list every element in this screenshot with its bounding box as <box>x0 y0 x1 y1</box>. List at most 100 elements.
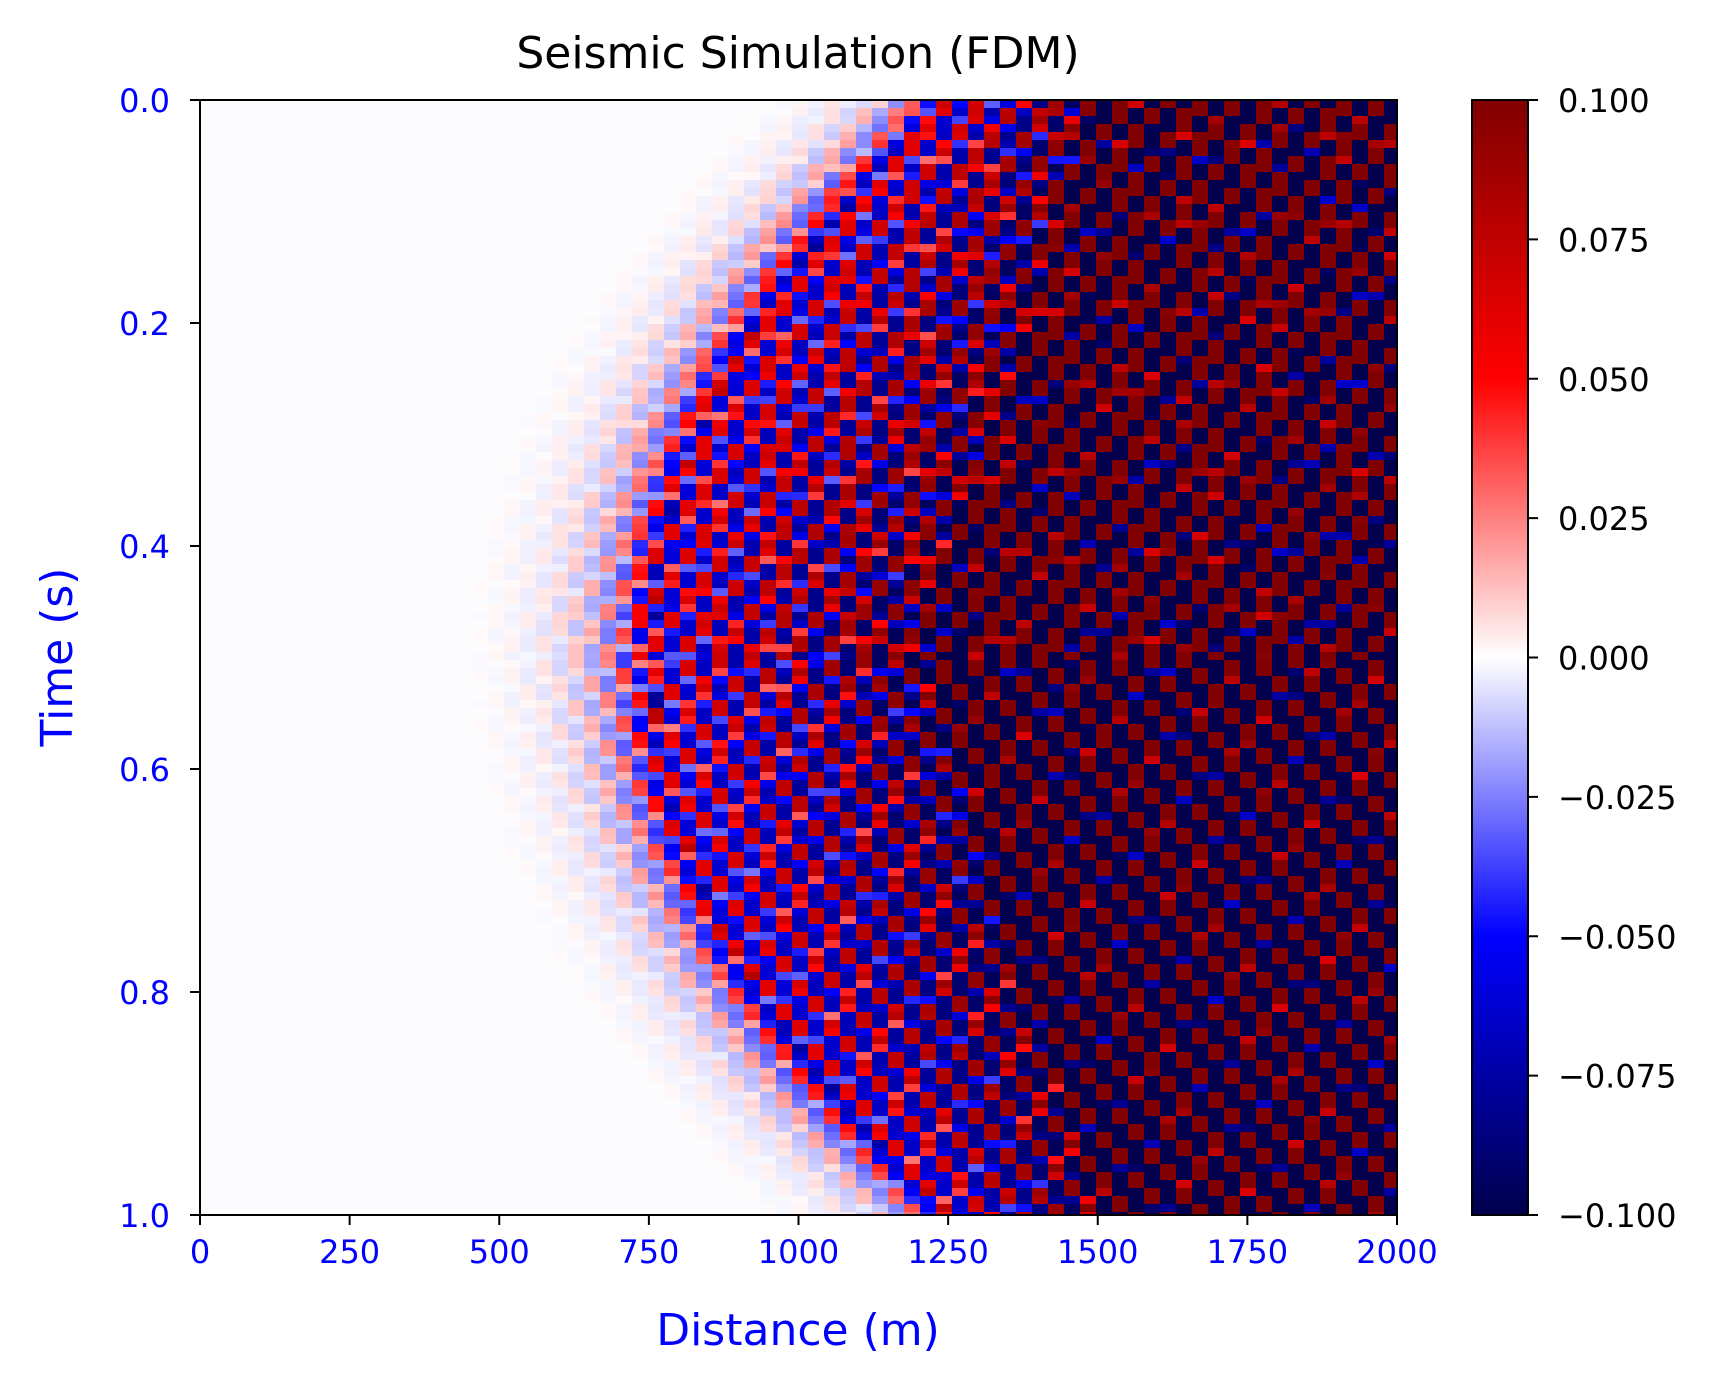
heatmap-cell <box>1240 572 1257 581</box>
heatmap-cell <box>1288 692 1305 701</box>
heatmap-cell <box>600 828 617 837</box>
heatmap-cell <box>920 684 937 693</box>
heatmap-cell <box>984 700 1001 709</box>
heatmap-cell <box>648 292 665 301</box>
heatmap-cell <box>536 804 553 813</box>
heatmap-cell <box>712 756 729 765</box>
heatmap-cell <box>824 204 841 213</box>
heatmap-cell <box>1272 572 1289 581</box>
heatmap-cell <box>760 124 777 133</box>
heatmap-cell <box>632 652 649 661</box>
heatmap-cell <box>776 276 793 285</box>
heatmap-cell <box>1304 412 1321 421</box>
heatmap-cell <box>1384 540 1397 549</box>
heatmap-cell <box>1064 820 1081 829</box>
heatmap-cell <box>1160 316 1177 325</box>
heatmap-cell <box>1352 148 1369 157</box>
heatmap-cell <box>520 476 537 485</box>
heatmap-cell <box>1160 148 1177 157</box>
heatmap-cell <box>1096 700 1113 709</box>
heatmap-cell <box>888 660 905 669</box>
heatmap-cell <box>760 140 777 149</box>
heatmap-cell <box>1208 604 1225 613</box>
heatmap-cell <box>1240 756 1257 765</box>
heatmap-cell <box>888 356 905 365</box>
heatmap-cell <box>1224 660 1241 669</box>
heatmap-cell <box>1352 196 1369 205</box>
heatmap-cell <box>984 404 1001 413</box>
heatmap-cell <box>1224 420 1241 429</box>
heatmap-cell <box>904 628 921 637</box>
heatmap-cell <box>1288 812 1305 821</box>
heatmap-cell <box>520 460 537 469</box>
heatmap-cell <box>856 476 873 485</box>
heatmap-cell <box>1256 764 1273 773</box>
heatmap-cell <box>872 684 889 693</box>
heatmap-cell <box>1304 404 1321 413</box>
heatmap-cell <box>1368 644 1385 653</box>
heatmap-cell <box>520 588 537 597</box>
heatmap-cell <box>1304 660 1321 669</box>
heatmap-cell <box>1224 172 1241 181</box>
heatmap-cell <box>1000 204 1017 213</box>
heatmap-cell <box>1096 140 1113 149</box>
heatmap-cell <box>936 532 953 541</box>
heatmap-cell <box>920 740 937 749</box>
heatmap-cell <box>1320 292 1337 301</box>
heatmap-cell <box>712 836 729 845</box>
heatmap-cell <box>1000 468 1017 477</box>
heatmap-cell <box>1336 740 1353 749</box>
heatmap-cell <box>936 228 953 237</box>
heatmap-cell <box>904 516 921 525</box>
heatmap-cell <box>1384 780 1397 789</box>
heatmap-cell <box>1224 220 1241 229</box>
heatmap-cell <box>712 772 729 781</box>
heatmap-cell <box>1208 644 1225 653</box>
heatmap-cell <box>1032 788 1049 797</box>
heatmap-cell <box>712 724 729 733</box>
heatmap-cell <box>680 452 697 461</box>
heatmap-cell <box>1192 772 1209 781</box>
heatmap-cell <box>616 756 633 765</box>
heatmap-cell <box>1224 124 1241 133</box>
heatmap-cell <box>1144 316 1161 325</box>
heatmap-cell <box>1336 644 1353 653</box>
heatmap-cell <box>712 588 729 597</box>
heatmap-cell <box>888 796 905 805</box>
heatmap-cell <box>1368 796 1385 805</box>
heatmap-cell <box>824 540 841 549</box>
heatmap-cell <box>1288 668 1305 677</box>
heatmap-cell <box>504 572 521 581</box>
heatmap-cell <box>1368 684 1385 693</box>
heatmap-cell <box>664 524 681 533</box>
heatmap-cell <box>840 452 857 461</box>
heatmap-cell <box>520 540 537 549</box>
heatmap-cell <box>808 180 825 189</box>
heatmap-cell <box>824 628 841 637</box>
heatmap-cell <box>1000 724 1017 733</box>
heatmap-cell <box>536 484 553 493</box>
heatmap-cell <box>824 108 841 117</box>
heatmap-cell <box>1320 476 1337 485</box>
heatmap-cell <box>1368 356 1385 365</box>
heatmap-cell <box>1160 308 1177 317</box>
heatmap-cell <box>1048 420 1065 429</box>
heatmap-cell <box>1112 188 1129 197</box>
heatmap-cell <box>648 740 665 749</box>
heatmap-cell <box>936 652 953 661</box>
heatmap-cell <box>616 540 633 549</box>
heatmap-cell <box>760 524 777 533</box>
heatmap-cell <box>776 204 793 213</box>
heatmap-cell <box>920 508 937 517</box>
heatmap-cell <box>840 740 857 749</box>
heatmap-cell <box>1192 708 1209 717</box>
heatmap-cell <box>840 316 857 325</box>
heatmap-cell <box>552 460 569 469</box>
heatmap-cell <box>1096 524 1113 533</box>
heatmap-cell <box>1240 268 1257 277</box>
heatmap-cell <box>1080 380 1097 389</box>
heatmap-cell <box>760 356 777 365</box>
heatmap-cell <box>648 484 665 493</box>
heatmap-cell <box>584 628 601 637</box>
heatmap-cell <box>856 220 873 229</box>
